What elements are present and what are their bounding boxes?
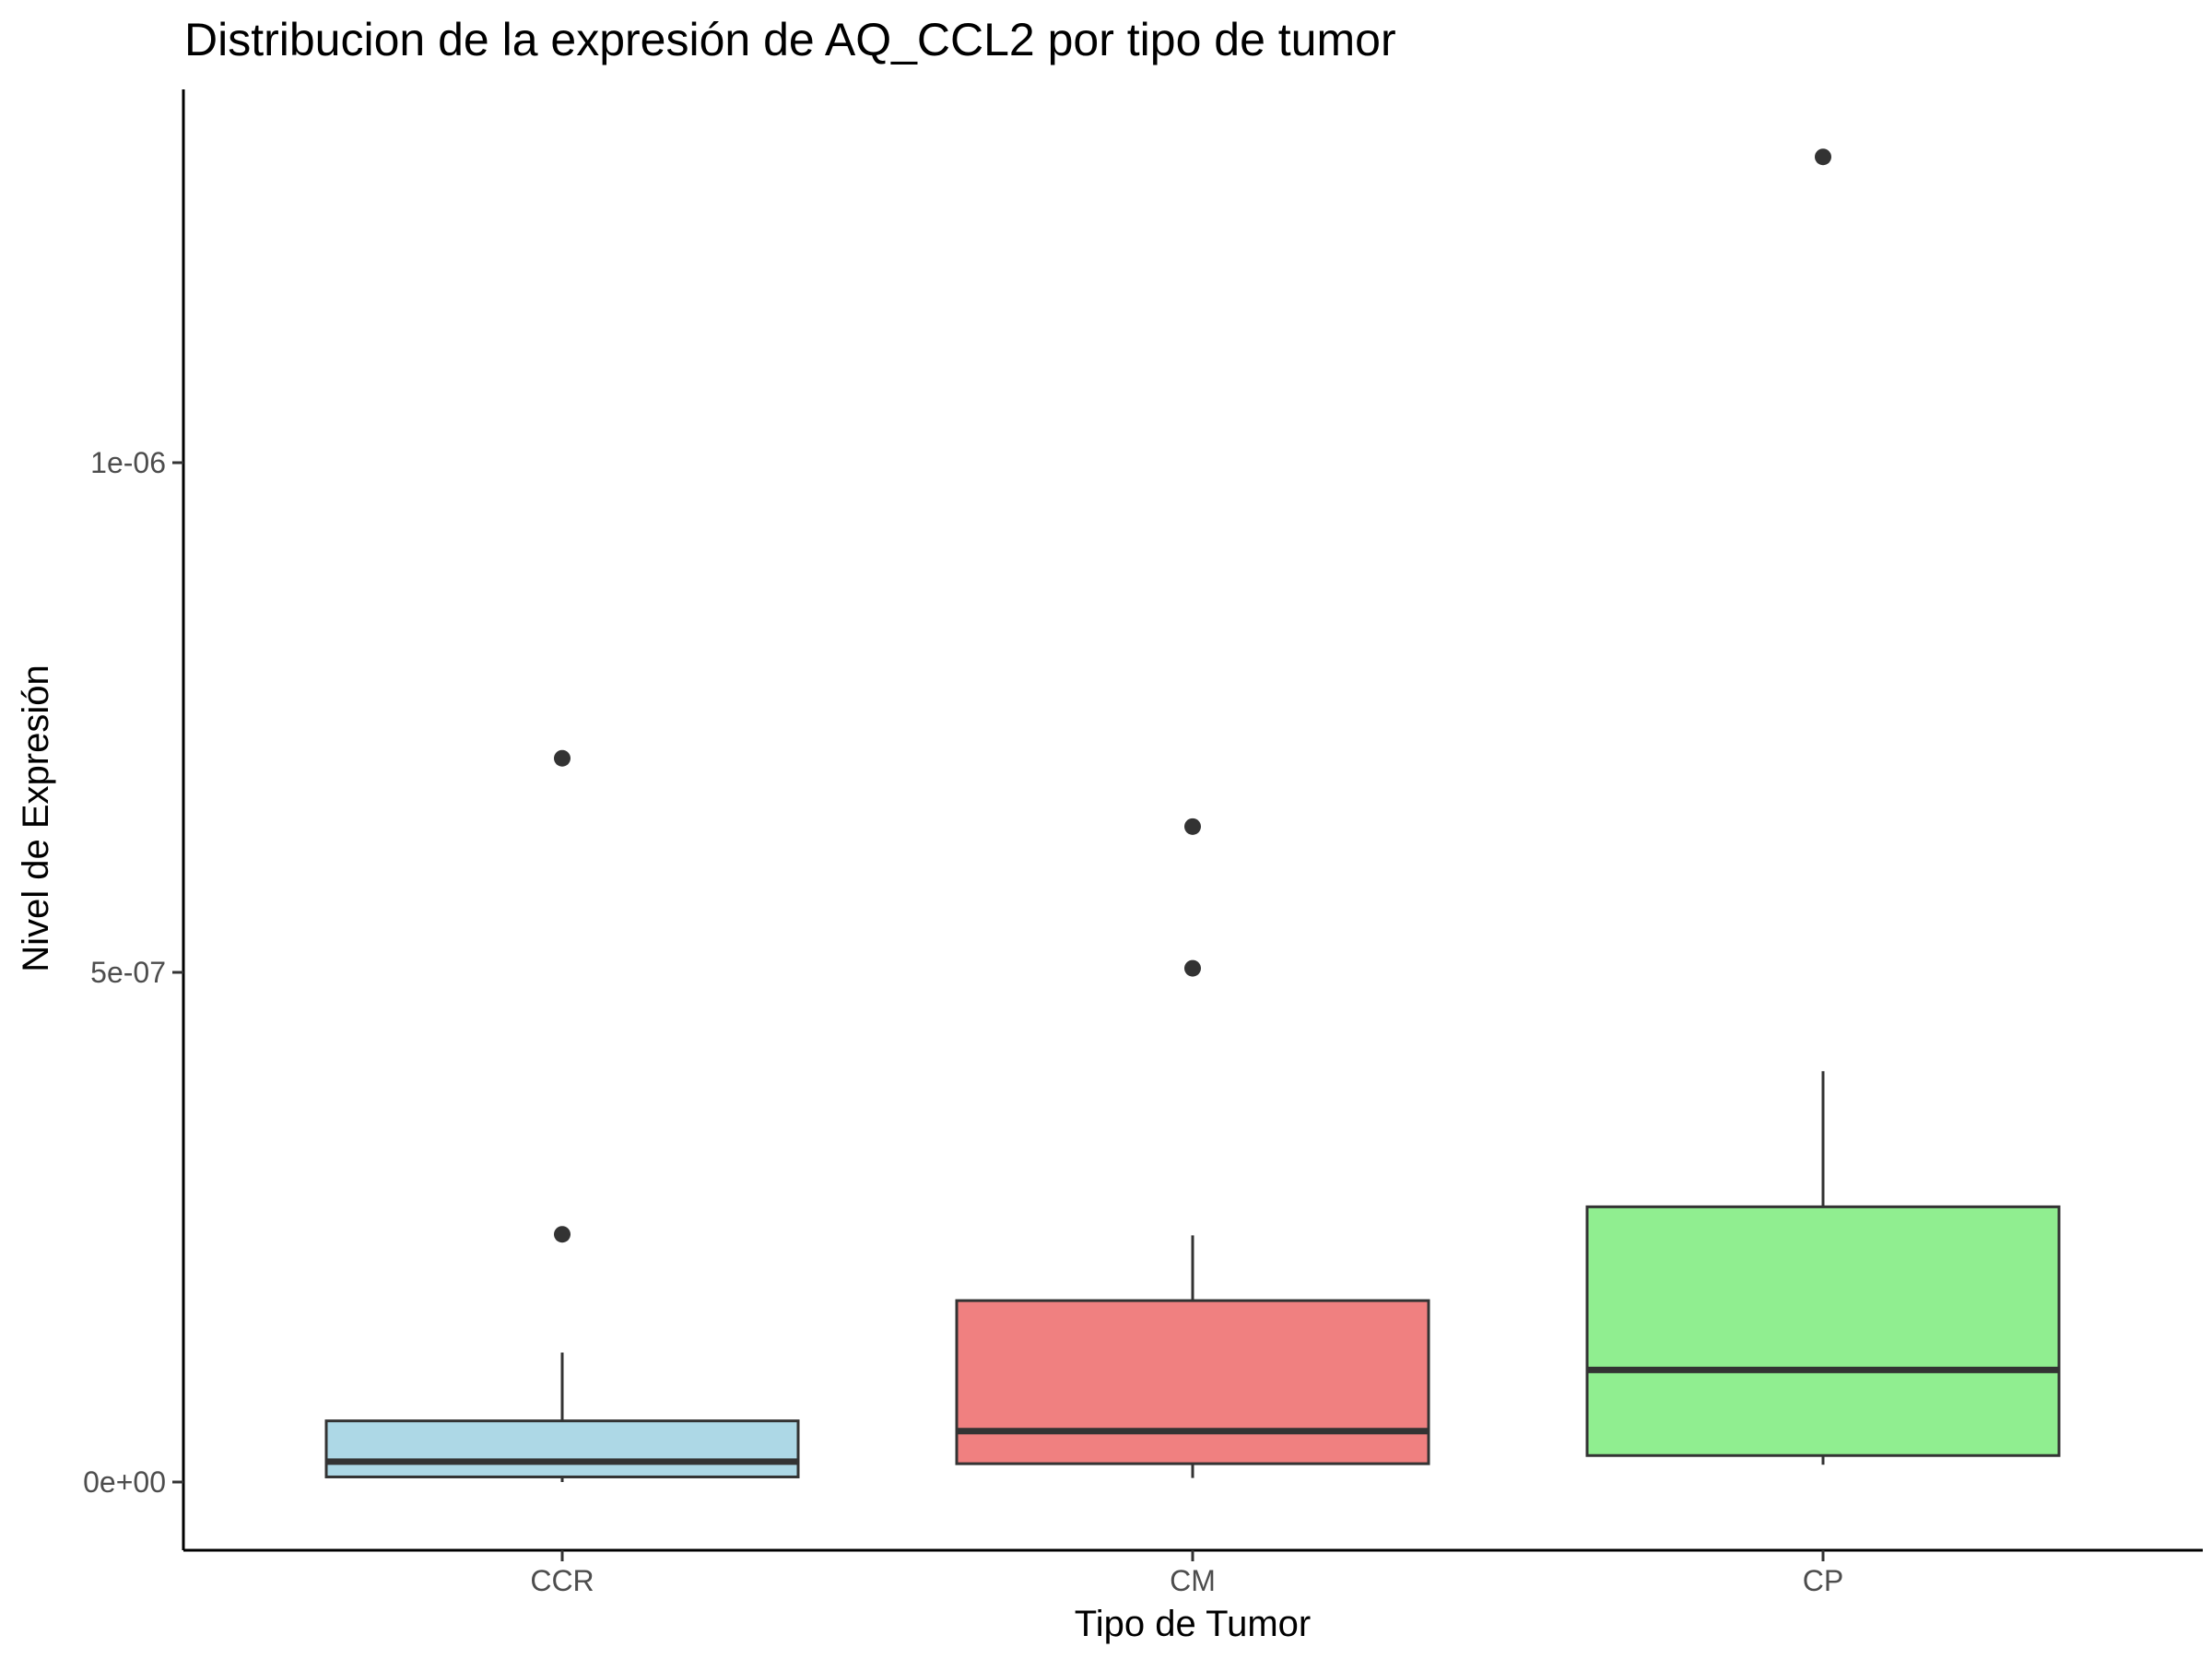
plot-area bbox=[324, 148, 2061, 1482]
x-tick-label: CM bbox=[1170, 1564, 1216, 1597]
x-axis-ticks: CCR CM CP bbox=[530, 1550, 1843, 1597]
outlier-point bbox=[1815, 148, 1831, 166]
chart-title: Distribucion de la expresión de AQ_CCL2 … bbox=[184, 14, 1396, 65]
y-tick-label: 5e-07 bbox=[90, 956, 166, 989]
box-iqr bbox=[955, 1299, 1430, 1465]
y-tick-label: 0e+00 bbox=[83, 1465, 166, 1499]
outlier-point bbox=[554, 749, 571, 767]
box-group-cp bbox=[1585, 148, 2061, 1465]
outlier-point bbox=[1184, 818, 1201, 835]
box-iqr bbox=[324, 1419, 800, 1478]
y-tick-label: 1e-06 bbox=[90, 446, 166, 479]
x-axis-title: Tipo de Tumor bbox=[1075, 1604, 1311, 1644]
box-group-cm bbox=[955, 818, 1430, 1478]
x-tick-label: CCR bbox=[530, 1564, 594, 1597]
y-axis-title: Nivel de Expresión bbox=[16, 665, 56, 972]
x-tick-label: CP bbox=[1803, 1564, 1843, 1597]
box-iqr bbox=[1585, 1205, 2061, 1457]
y-axis-ticks: 0e+00 5e-07 1e-06 bbox=[83, 446, 183, 1499]
outlier-point bbox=[554, 1226, 571, 1243]
box-group-ccr bbox=[324, 749, 800, 1482]
outlier-point bbox=[1184, 959, 1201, 977]
